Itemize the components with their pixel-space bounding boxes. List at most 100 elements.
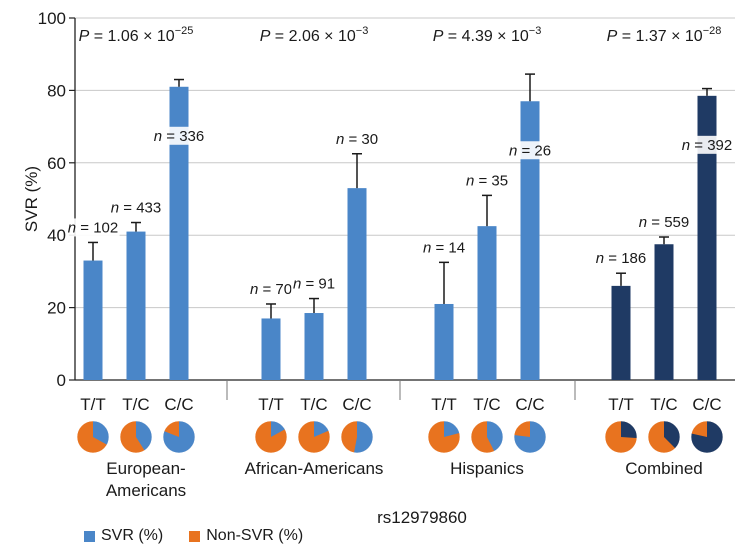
y-tick-label: 100 (38, 9, 66, 28)
pie-outline (690, 420, 724, 454)
genotype-label: C/C (515, 395, 544, 414)
n-label: n = 336 (154, 128, 204, 145)
y-tick-label: 40 (47, 226, 66, 245)
n-label: n = 35 (466, 172, 508, 189)
pie-svr (163, 421, 196, 453)
bar (611, 285, 631, 380)
axes (69, 17, 735, 400)
n-label: n = 70 (250, 281, 292, 298)
legend-item-non-svr: Non-SVR (%) (189, 527, 303, 545)
genotype-label: T/C (122, 395, 149, 414)
n-label-bg (464, 171, 510, 190)
n-label-bg (291, 274, 337, 293)
genotype-label: C/C (692, 395, 721, 414)
pie-outline (604, 420, 638, 454)
n-label-bg (680, 135, 734, 154)
p-value-label: P = 1.06 × 10−25 (79, 25, 194, 45)
genotype-label: C/C (164, 395, 193, 414)
n-label-bg (66, 218, 120, 237)
legend-swatch-svr (84, 530, 95, 542)
n-label-bg (594, 249, 648, 268)
group-label: Americans (106, 481, 186, 500)
group-label: Hispanics (450, 459, 524, 478)
pie-svr (444, 421, 460, 437)
n-label-bg (109, 198, 163, 217)
y-tick-label: 60 (47, 154, 66, 173)
bar (697, 95, 717, 380)
genotype-label: T/T (258, 395, 284, 414)
bars (83, 73, 717, 380)
legend-label-non-svr: Non-SVR (%) (206, 527, 304, 544)
y-tick-label: 80 (47, 81, 66, 100)
x-axis-label: rs12979860 (377, 508, 467, 527)
pie-outline (119, 420, 153, 454)
genotype-label: T/C (473, 395, 500, 414)
p-value-label: P = 1.37 × 10−28 (607, 25, 722, 45)
n-label: n = 392 (682, 137, 732, 154)
bar (304, 313, 324, 380)
bar (347, 188, 367, 380)
bar (654, 244, 674, 380)
bar (520, 101, 540, 380)
genotype-label: C/C (342, 395, 371, 414)
pie-svr (664, 421, 680, 449)
pie-svr (487, 421, 504, 452)
pie-svr (514, 421, 546, 453)
pie-outline (470, 420, 504, 454)
pie-svr (621, 421, 637, 439)
pie-outline (162, 420, 196, 454)
pie-outline (254, 420, 288, 454)
n-label-bg (421, 238, 467, 257)
n-label: n = 26 (509, 142, 551, 159)
pie-svr (93, 421, 110, 445)
bar (126, 231, 146, 380)
pie-outline (513, 420, 547, 454)
n-label: n = 102 (68, 219, 118, 236)
bar (83, 260, 103, 380)
genotype-label: T/C (300, 395, 327, 414)
legend-label-svr: SVR (%) (101, 527, 164, 544)
genotype-label: T/T (80, 395, 106, 414)
group-label: Combined (625, 459, 703, 478)
labels: 0 20 40 60 80 100 SVR (%) P = 1.06 × 10−25 Europ… (22, 9, 734, 527)
bar (434, 303, 454, 380)
genotype-label: T/C (650, 395, 677, 414)
pie-svr (691, 421, 723, 453)
y-tick-label: 0 (57, 371, 66, 390)
bar (169, 86, 189, 380)
y-axis-label: SVR (%) (22, 166, 41, 232)
pie-svr (314, 421, 329, 437)
y-tick-label: 20 (47, 299, 66, 318)
n-label: n = 91 (293, 276, 335, 293)
bar (261, 318, 281, 380)
genotype-label: T/T (431, 395, 457, 414)
n-label-bg (507, 141, 553, 160)
p-value-label: P = 4.39 × 10−3 (433, 25, 542, 45)
n-label: n = 14 (423, 239, 465, 256)
n-label: n = 433 (111, 200, 161, 217)
group-label: European- (106, 459, 185, 478)
legend-swatch-non-svr (189, 530, 201, 542)
pie-charts (76, 420, 724, 454)
legend-item-svr: SVR (%) (84, 527, 163, 545)
n-label-bg (334, 129, 380, 148)
n-label: n = 30 (336, 131, 378, 148)
group-label: African-Americans (245, 459, 384, 478)
p-value-label: P = 2.06 × 10−3 (260, 25, 369, 45)
pie-svr (354, 421, 374, 454)
n-label-bg (152, 126, 206, 145)
genotype-label: T/T (608, 395, 634, 414)
n-label: n = 186 (596, 250, 646, 267)
pie-outline (76, 420, 110, 454)
bar (477, 226, 497, 380)
legend: SVR (%) Non-SVR (%) (84, 527, 303, 545)
pie-svr (136, 421, 153, 451)
pie-outline (427, 420, 461, 454)
pie-outline (297, 420, 331, 454)
pie-outline (647, 420, 681, 454)
n-label: n = 559 (639, 214, 689, 231)
n-label-bg (248, 279, 294, 298)
pie-outline (340, 420, 374, 454)
n-label-bg (637, 213, 691, 232)
